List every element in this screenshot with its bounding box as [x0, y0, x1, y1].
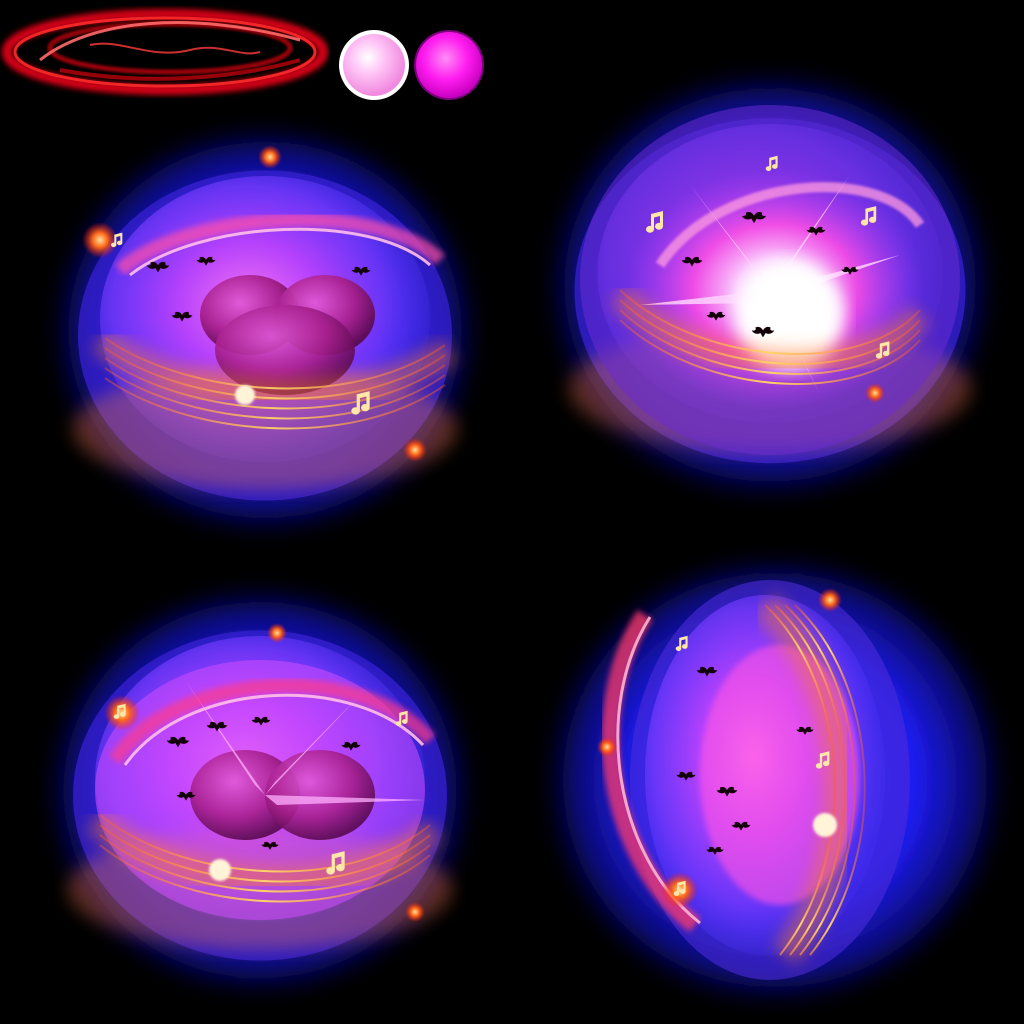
music-orb-frame-4: [525, 525, 1020, 1020]
music-orb-frame-1: [20, 100, 510, 560]
red-swirl-ring-icon: [0, 0, 330, 100]
music-orb-frame-2: [520, 55, 1020, 515]
music-orb-frame-3: [5, 560, 515, 1020]
light-pink-orb-swatch: [337, 28, 411, 102]
magenta-orb-swatch: [412, 28, 486, 102]
